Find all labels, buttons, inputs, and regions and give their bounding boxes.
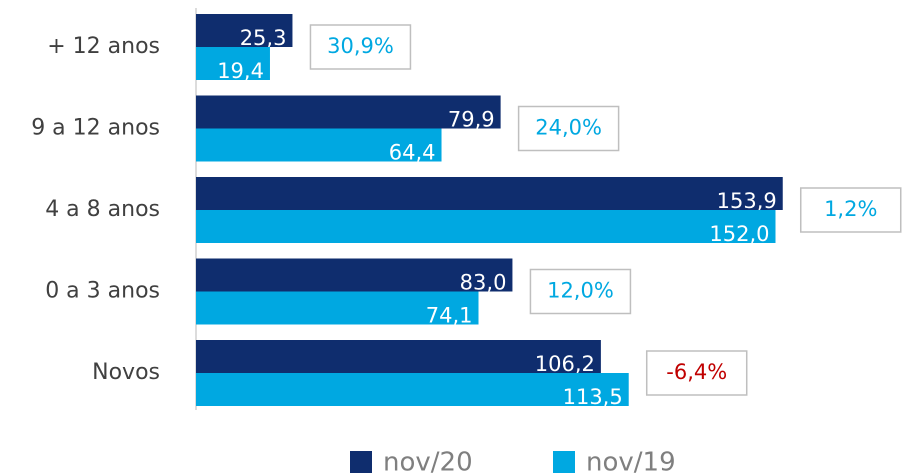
value-label: 153,9: [717, 189, 777, 213]
legend-label: nov/19: [586, 448, 676, 476]
change-label: 24,0%: [535, 116, 602, 140]
bar: [196, 177, 783, 210]
change-box: [799, 187, 902, 233]
change-box: [517, 105, 620, 152]
value-label: 79,9: [448, 108, 495, 132]
value-label: 106,2: [535, 352, 595, 376]
value-label: 113,5: [563, 385, 623, 409]
value-label: 152,0: [709, 222, 769, 246]
value-label: 74,1: [426, 304, 473, 328]
bar: [196, 340, 601, 373]
change-label: 1,2%: [824, 197, 877, 221]
category-label: Novos: [92, 360, 160, 385]
value-label: 19,4: [217, 59, 264, 83]
bar: [196, 47, 270, 80]
bar: [196, 95, 501, 129]
legend-swatch: [350, 451, 372, 473]
bar: [196, 128, 442, 162]
bar: [196, 210, 776, 243]
legend-label: nov/20: [383, 448, 473, 476]
change-box: [645, 350, 748, 396]
change-label: 30,9%: [327, 34, 394, 58]
category-label: 9 a 12 anos: [31, 116, 160, 141]
bar: [196, 291, 479, 325]
category-label: + 12 anos: [47, 34, 160, 59]
change-label: -6,4%: [666, 360, 727, 384]
value-label: 64,4: [389, 141, 436, 165]
value-label: 83,0: [460, 271, 507, 295]
bar: [196, 14, 293, 47]
change-label: 12,0%: [547, 279, 614, 303]
change-box: [309, 24, 412, 70]
bar: [196, 373, 629, 406]
change-box: [529, 268, 632, 315]
legend-swatch: [553, 451, 575, 473]
value-label: 25,3: [240, 26, 287, 50]
bar: [196, 258, 513, 292]
category-label: 4 a 8 anos: [45, 197, 160, 222]
category-label: 0 a 3 anos: [45, 279, 160, 304]
